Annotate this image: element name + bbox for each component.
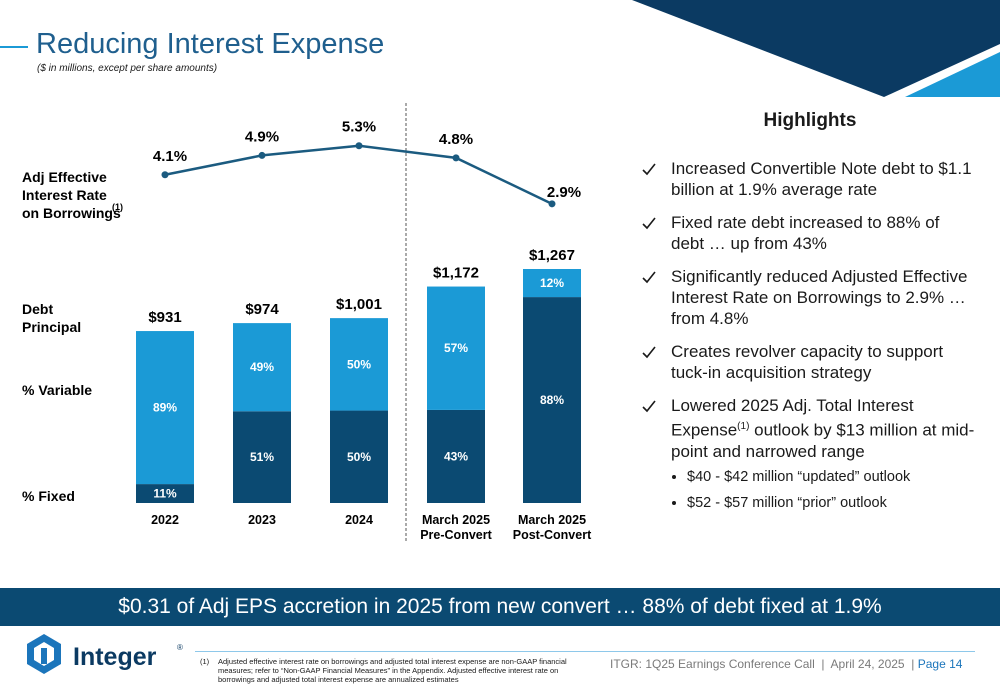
corner-decoration (632, 0, 1000, 97)
rate-label: 4.8% (439, 131, 473, 148)
bar-segment (523, 269, 581, 298)
x-tick-label: March 2025 (518, 513, 586, 527)
x-tick-label: Post-Convert (513, 528, 592, 542)
highlight-text: Significantly reduced Adjusted Effective… (671, 267, 968, 328)
row-label: % Variable (22, 382, 92, 398)
bar-segment (427, 409, 485, 503)
page-number: Page 14 (917, 657, 963, 671)
segment-label: 12% (540, 276, 564, 290)
segment-label: 11% (153, 487, 177, 501)
row-label-line: Debt (22, 301, 57, 317)
subtitle: ($ in millions, except per share amounts… (37, 63, 218, 74)
checkmark (642, 163, 656, 176)
highlights-title: Highlights (763, 110, 857, 131)
segment-label: 89% (153, 401, 177, 415)
total-label: $974 (245, 301, 279, 318)
x-tick-label: 2024 (345, 513, 373, 527)
segment-label: 50% (347, 450, 371, 464)
row-label: Adj Effective Interest Rate on Borrowing… (22, 169, 121, 221)
footnote: Adjusted effective interest rate on borr… (218, 657, 567, 684)
row-label-line: Interest Rate (22, 187, 111, 203)
note-mark: (1) (737, 421, 750, 432)
banner: $0.31 of Adj EPS accretion in 2025 from … (0, 588, 1000, 626)
rate-label: 2.9% (547, 184, 581, 201)
total-label: $1,267 (529, 247, 575, 264)
row-label-line: Adj Effective (22, 169, 111, 185)
highlight-item: Increased Convertible Note debt to $1.1 … (640, 158, 975, 200)
x-tick-label: 2022 (151, 513, 179, 527)
row-label-line: on Borrowings (22, 205, 121, 221)
segment-label: 49% (250, 360, 274, 374)
bar-segment (136, 484, 194, 503)
row-label: % Fixed (22, 488, 75, 504)
rate-line (164, 144, 553, 205)
bar-segment (233, 411, 291, 503)
rate-point (258, 151, 266, 159)
logo: Integer ® (27, 634, 183, 674)
checkmark (642, 217, 656, 230)
highlight-text: Creates revolver capacity to support tuc… (671, 342, 944, 382)
highlight-item: Lowered 2025 Adj. Total Interest Expense… (640, 395, 975, 512)
rate-label: 4.9% (245, 128, 279, 145)
highlight-item: Significantly reduced Adjusted Effective… (640, 266, 975, 329)
row-label-line: Principal (22, 319, 81, 335)
bar-segment (233, 323, 291, 412)
sub-list: $40 - $42 million “updated” outlook $52 -… (671, 468, 975, 512)
rate-point (548, 200, 556, 208)
rate-point (452, 154, 460, 162)
sub-item: $52 - $57 million “prior” outlook (687, 494, 975, 512)
total-label: $931 (148, 309, 181, 326)
footer-event: ITGR: 1Q25 Earnings Conference Call | Ap… (610, 657, 962, 671)
bar-segment (136, 331, 194, 485)
segment-label: 50% (347, 357, 371, 371)
x-tick-label: March 2025 (422, 513, 490, 527)
highlight-item: Creates revolver capacity to support tuc… (640, 341, 975, 383)
rate-label: 5.3% (342, 119, 376, 136)
total-label: $1,172 (433, 265, 479, 282)
checkmark (642, 271, 656, 284)
checkmark (642, 400, 656, 413)
bar-segment (330, 410, 388, 503)
rate-label: 4.1% (153, 148, 187, 165)
x-tick-label: Pre-Convert (420, 528, 492, 542)
corner-decoration (905, 52, 1000, 97)
row-label: Debt Principal (22, 301, 81, 335)
total-label: $1,001 (336, 296, 382, 313)
segment-label: 51% (250, 450, 274, 464)
segment-label: 57% (444, 341, 468, 355)
highlight-text: Lowered 2025 Adj. Total Interest Expense (671, 396, 914, 440)
logo-mark: ® (177, 643, 183, 652)
highlight-text: Fixed rate debt increased to 88% of debt… (671, 213, 940, 253)
title: Reducing Interest Expense (36, 28, 385, 60)
note-mark: (1) (112, 202, 123, 212)
footer-rule (195, 651, 975, 652)
bar-segment (330, 318, 388, 411)
highlights: Increased Convertible Note debt to $1.1 … (640, 158, 975, 524)
event: ITGR: 1Q25 Earnings Conference Call | Ap… (610, 657, 915, 671)
sub-item: $40 - $42 million “updated” outlook (687, 468, 975, 486)
rate-point (161, 171, 169, 179)
footnote-mark: (1) (200, 657, 210, 666)
highlight-item: Fixed rate debt increased to 88% of debt… (640, 212, 975, 254)
segment-label: 43% (444, 449, 468, 463)
logo-text: Integer (73, 643, 157, 671)
x-tick-label: 2023 (248, 513, 276, 527)
bar-segment (523, 297, 581, 503)
segment-label: 88% (540, 393, 564, 407)
title-rule (0, 46, 28, 48)
checkmark (642, 346, 656, 359)
highlight-text: outlook by $13 million at mid-point and … (671, 420, 975, 461)
bar-segment (427, 286, 485, 410)
highlight-text: Increased Convertible Note debt to $1.1 … (671, 159, 972, 199)
rate-point (355, 142, 363, 150)
